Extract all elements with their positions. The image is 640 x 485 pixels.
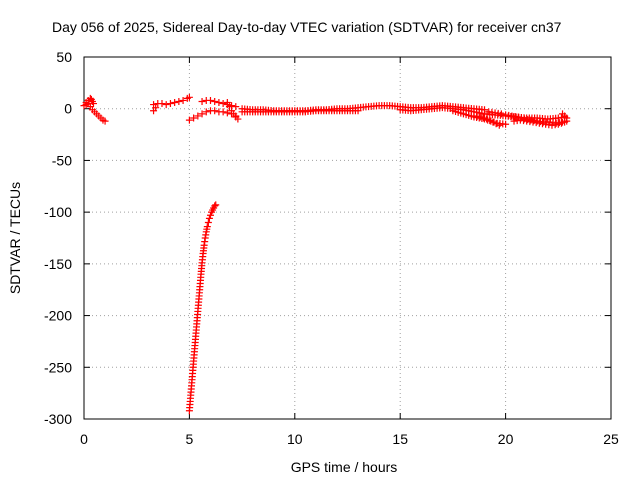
series-arc-4 [150,104,160,115]
data-point [212,201,220,209]
x-tick-label: 15 [392,431,408,447]
y-tick-labels: 50 0 -50 -100 -150 -200 -250 -300 [44,49,72,427]
data-point [476,113,484,121]
data-point [206,96,214,104]
data-point [486,117,494,125]
series-arc-3 [150,93,193,109]
x-tick-label: 20 [498,431,514,447]
data-point [563,114,571,122]
data-point [185,93,193,101]
series-arc-2 [82,94,97,108]
data-point [223,109,231,117]
y-tick-label: 50 [56,49,72,65]
data-point [175,97,183,105]
x-tick-label: 5 [186,431,194,447]
data-point [225,103,233,111]
y-tick-label: 0 [64,101,72,117]
data-point [495,121,503,129]
data-point [354,107,362,115]
series-arc-6 [198,96,240,111]
data-point [489,118,497,126]
data-point [179,96,187,104]
data-point [152,104,160,112]
data-point [215,99,223,107]
data-point [194,112,202,120]
x-tick-labels: 0 5 10 15 20 25 [80,431,619,447]
data-point [162,101,170,109]
data-point [497,110,505,118]
y-tick-label: -300 [44,411,72,427]
data-point [234,115,242,123]
data-point [204,218,212,226]
y-tick-label: -200 [44,308,72,324]
y-tick-label: -50 [52,152,72,168]
data-point [479,114,487,122]
data-point [232,103,240,111]
data-point [483,115,491,123]
data-point [492,120,500,128]
data-point [203,223,211,231]
data-point [198,110,206,118]
data-point [554,120,562,128]
data-point [211,202,219,210]
data-point [166,100,174,108]
data-point [185,116,193,124]
data-marks [80,93,571,415]
data-point [190,114,198,122]
series-arc-10 [238,107,362,116]
x-axis-label: GPS time / hours [291,459,398,475]
x-tick-label: 25 [603,431,619,447]
data-point [219,100,227,108]
data-point [219,108,227,116]
x-tick-label: 0 [80,431,88,447]
data-point [205,214,213,222]
data-point [158,100,166,108]
series-arc-14 [510,116,569,129]
data-point [223,99,231,107]
series-arc-7 [223,99,242,123]
y-tick-label: -250 [44,359,72,375]
y-tick-label: -100 [44,204,72,220]
data-point [202,108,210,116]
series-arc-15 [470,112,503,129]
data-point [211,97,219,105]
data-point [211,107,219,115]
data-point [171,99,179,107]
series-arc-16 [559,110,571,122]
data-point [101,117,109,125]
data-point [561,118,569,126]
series-arc-1 [80,100,109,125]
plot-frame [83,56,612,420]
x-tick-label: 10 [287,431,303,447]
data-point [502,120,510,128]
data-point [89,100,97,108]
y-axis-label: SDTVAR / TECUs [7,182,23,294]
data-point [206,211,214,219]
series-arc-8 [185,201,220,415]
y-tick-label: -150 [44,256,72,272]
data-point [198,97,206,105]
chart-title: Day 056 of 2025, Sidereal Day-to-day VTE… [52,19,562,35]
data-point [557,119,565,127]
